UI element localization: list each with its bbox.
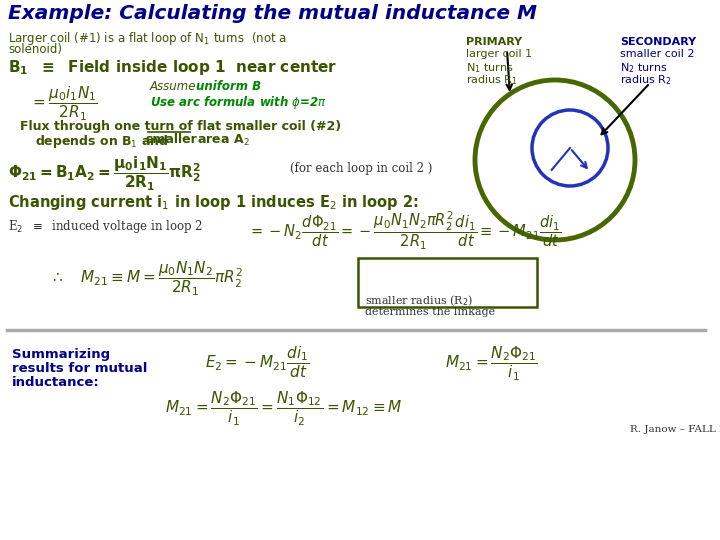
Text: inductance:: inductance: [12,376,100,389]
Text: uniform B: uniform B [196,80,261,93]
Text: (for each loop in coil 2 ): (for each loop in coil 2 ) [290,162,433,175]
Text: N$_2$ turns: N$_2$ turns [620,61,667,75]
FancyBboxPatch shape [358,258,537,307]
Text: area A$_2$: area A$_2$ [193,133,250,148]
Text: E$_2$  $\equiv$  induced voltage in loop 2: E$_2$ $\equiv$ induced voltage in loop 2 [8,218,203,235]
Text: $=\dfrac{\mu_0 i_1 N_1}{2R_1}$: $=\dfrac{\mu_0 i_1 N_1}{2R_1}$ [30,85,98,124]
Text: radius R$_2$: radius R$_2$ [620,73,672,87]
Text: smaller: smaller [145,133,197,146]
Text: $E_2 = -M_{21}\dfrac{di_1}{dt}$: $E_2 = -M_{21}\dfrac{di_1}{dt}$ [205,345,310,381]
Text: larger coil 1: larger coil 1 [466,49,532,59]
Text: radius R$_1$: radius R$_1$ [466,73,518,87]
Text: Changing current i$_1$ in loop 1 induces E$_2$ in loop 2:: Changing current i$_1$ in loop 1 induces… [8,193,419,212]
Text: PRIMARY: PRIMARY [466,37,522,47]
Text: determines the linkage: determines the linkage [365,307,495,317]
Text: $\therefore \quad M_{21} \equiv M = \dfrac{\mu_0 N_1 N_2}{2R_1}\pi R_2^2$: $\therefore \quad M_{21} \equiv M = \dfr… [50,260,243,299]
Text: SECONDARY: SECONDARY [620,37,696,47]
Text: Larger coil (#1) is a flat loop of N$_1$ turns  (not a: Larger coil (#1) is a flat loop of N$_1$… [8,30,287,47]
Text: Summarizing: Summarizing [12,348,110,361]
Text: results for mutual: results for mutual [12,362,148,375]
Text: Assume: Assume [150,80,200,93]
Text: smaller coil 2: smaller coil 2 [620,49,695,59]
Text: Flux through one turn of flat smaller coil (#2): Flux through one turn of flat smaller co… [20,120,341,133]
Text: Example: Calculating the mutual inductance M: Example: Calculating the mutual inductan… [8,4,537,23]
Text: $M_{21} = \dfrac{N_2\Phi_{21}}{i_1} = \dfrac{N_1\Phi_{12}}{i_2} = M_{12} \equiv : $M_{21} = \dfrac{N_2\Phi_{21}}{i_1} = \d… [165,390,402,428]
Text: depends on B$_1$ and: depends on B$_1$ and [35,133,169,150]
Text: N$_1$ turns: N$_1$ turns [466,61,513,75]
Text: solenoid): solenoid) [8,43,62,56]
Text: $M_{21}=\dfrac{N_2\Phi_{21}}{i_1}$: $M_{21}=\dfrac{N_2\Phi_{21}}{i_1}$ [445,345,538,383]
Text: Use arc formula with $\phi$=2$\pi$: Use arc formula with $\phi$=2$\pi$ [150,94,327,111]
Text: $= -N_2\dfrac{d\Phi_{21}}{dt} = -\dfrac{\mu_0 N_1 N_2 \pi R_2^2}{2R_1}\dfrac{di_: $= -N_2\dfrac{d\Phi_{21}}{dt} = -\dfrac{… [248,210,562,253]
Text: $\bf{B_1}$  $\bf{\equiv}$  Field inside loop 1  near center: $\bf{B_1}$ $\bf{\equiv}$ Field inside lo… [8,58,337,77]
Text: $\bf{\Phi_{21} = B_1 A_2 = \dfrac{\mu_0 i_1 N_1}{2R_1} \pi R_2^2}$: $\bf{\Phi_{21} = B_1 A_2 = \dfrac{\mu_0 … [8,155,201,193]
Text: smaller radius (R$_2$): smaller radius (R$_2$) [365,293,473,308]
Text: R. Janow – FALL 2019: R. Janow – FALL 2019 [630,425,720,434]
